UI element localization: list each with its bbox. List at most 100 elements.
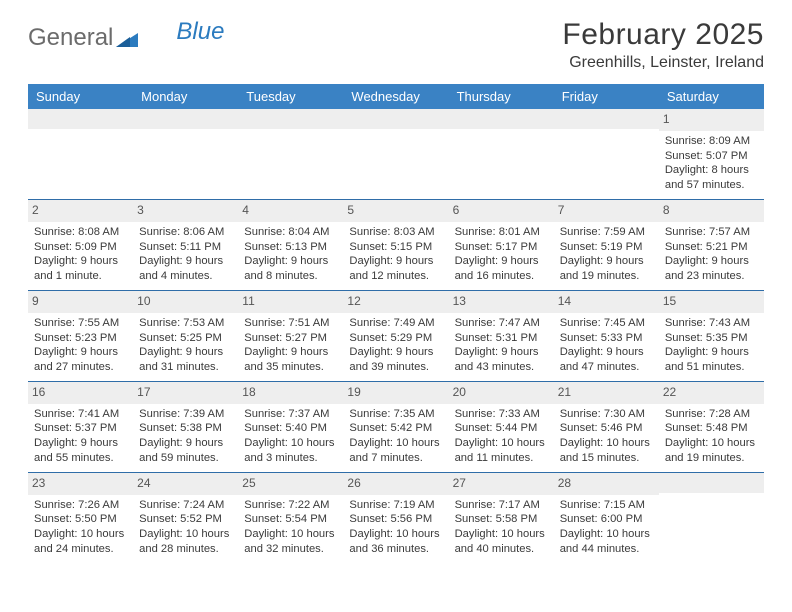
weekday-header: Sunday: [28, 84, 133, 109]
calendar-cell: 25Sunrise: 7:22 AMSunset: 5:54 PMDayligh…: [238, 472, 343, 562]
calendar-cell: 21Sunrise: 7:30 AMSunset: 5:46 PMDayligh…: [554, 381, 659, 472]
calendar-cell: [449, 109, 554, 199]
calendar-cell: 6Sunrise: 8:01 AMSunset: 5:17 PMDaylight…: [449, 199, 554, 290]
day-detail-line: Sunset: 5:58 PM: [455, 512, 548, 527]
day-detail-line: Daylight: 10 hours: [560, 436, 653, 451]
day-number: 3: [133, 200, 238, 222]
day-number: 12: [343, 291, 448, 313]
day-detail-line: Sunrise: 7:51 AM: [244, 316, 337, 331]
day-detail-line: Daylight: 9 hours: [34, 345, 127, 360]
day-detail-line: Sunrise: 7:17 AM: [455, 498, 548, 513]
day-number: 8: [659, 200, 764, 222]
day-detail-line: Sunrise: 8:01 AM: [455, 225, 548, 240]
day-detail-line: Sunrise: 7:39 AM: [139, 407, 232, 422]
day-number: [238, 109, 343, 129]
calendar-cell: [133, 109, 238, 199]
day-detail-line: Sunset: 5:56 PM: [349, 512, 442, 527]
calendar-cell: 11Sunrise: 7:51 AMSunset: 5:27 PMDayligh…: [238, 290, 343, 381]
day-detail-line: Sunrise: 7:24 AM: [139, 498, 232, 513]
calendar-cell: [28, 109, 133, 199]
day-number: 13: [449, 291, 554, 313]
day-detail-line: Sunrise: 7:45 AM: [560, 316, 653, 331]
day-detail-line: Daylight: 10 hours: [244, 436, 337, 451]
day-detail-line: and 8 minutes.: [244, 269, 337, 284]
calendar-cell: 10Sunrise: 7:53 AMSunset: 5:25 PMDayligh…: [133, 290, 238, 381]
logo-word-2: Blue: [176, 18, 224, 46]
day-detail-line: Sunset: 5:21 PM: [665, 240, 758, 255]
day-detail-line: Daylight: 9 hours: [665, 345, 758, 360]
day-detail-line: Daylight: 10 hours: [349, 527, 442, 542]
day-detail-line: Sunset: 5:54 PM: [244, 512, 337, 527]
day-detail-line: Sunset: 5:40 PM: [244, 421, 337, 436]
day-detail-line: Sunrise: 7:55 AM: [34, 316, 127, 331]
calendar-cell: 13Sunrise: 7:47 AMSunset: 5:31 PMDayligh…: [449, 290, 554, 381]
day-detail-line: Daylight: 10 hours: [560, 527, 653, 542]
calendar-cell: 24Sunrise: 7:24 AMSunset: 5:52 PMDayligh…: [133, 472, 238, 562]
calendar-cell: 15Sunrise: 7:43 AMSunset: 5:35 PMDayligh…: [659, 290, 764, 381]
day-detail-line: and 24 minutes.: [34, 542, 127, 557]
day-detail-line: and 23 minutes.: [665, 269, 758, 284]
day-detail-line: Sunset: 5:17 PM: [455, 240, 548, 255]
day-detail-line: Sunrise: 7:47 AM: [455, 316, 548, 331]
page-title: February 2025: [562, 18, 764, 52]
calendar-week-row: 23Sunrise: 7:26 AMSunset: 5:50 PMDayligh…: [28, 472, 764, 562]
calendar-cell: 1Sunrise: 8:09 AMSunset: 5:07 PMDaylight…: [659, 109, 764, 199]
calendar-cell: 8Sunrise: 7:57 AMSunset: 5:21 PMDaylight…: [659, 199, 764, 290]
calendar-cell: 12Sunrise: 7:49 AMSunset: 5:29 PMDayligh…: [343, 290, 448, 381]
day-detail-line: Sunset: 5:09 PM: [34, 240, 127, 255]
day-detail-line: Daylight: 10 hours: [455, 436, 548, 451]
calendar-cell: [238, 109, 343, 199]
day-detail-line: Daylight: 9 hours: [349, 345, 442, 360]
calendar-cell: 17Sunrise: 7:39 AMSunset: 5:38 PMDayligh…: [133, 381, 238, 472]
calendar-cell: 9Sunrise: 7:55 AMSunset: 5:23 PMDaylight…: [28, 290, 133, 381]
day-number: 17: [133, 382, 238, 404]
day-detail-line: and 32 minutes.: [244, 542, 337, 557]
day-detail-line: Daylight: 8 hours: [665, 163, 758, 178]
calendar-week-row: 16Sunrise: 7:41 AMSunset: 5:37 PMDayligh…: [28, 381, 764, 472]
calendar-week-row: 9Sunrise: 7:55 AMSunset: 5:23 PMDaylight…: [28, 290, 764, 381]
day-detail-line: Daylight: 9 hours: [560, 345, 653, 360]
day-detail-line: Sunset: 5:25 PM: [139, 331, 232, 346]
calendar-cell: 7Sunrise: 7:59 AMSunset: 5:19 PMDaylight…: [554, 199, 659, 290]
day-detail-line: Sunset: 5:35 PM: [665, 331, 758, 346]
calendar-cell: [554, 109, 659, 199]
day-number: 15: [659, 291, 764, 313]
day-detail-line: and 47 minutes.: [560, 360, 653, 375]
day-number: 19: [343, 382, 448, 404]
day-detail-line: and 28 minutes.: [139, 542, 232, 557]
day-number: 27: [449, 473, 554, 495]
day-detail-line: Daylight: 9 hours: [665, 254, 758, 269]
day-number: 21: [554, 382, 659, 404]
day-detail-line: and 19 minutes.: [560, 269, 653, 284]
day-detail-line: and 57 minutes.: [665, 178, 758, 193]
logo-word-1: General: [28, 24, 113, 52]
calendar-cell: 26Sunrise: 7:19 AMSunset: 5:56 PMDayligh…: [343, 472, 448, 562]
day-detail-line: Sunset: 5:37 PM: [34, 421, 127, 436]
day-detail-line: Sunrise: 8:09 AM: [665, 134, 758, 149]
day-detail-line: and 15 minutes.: [560, 451, 653, 466]
page-subtitle: Greenhills, Leinster, Ireland: [562, 54, 764, 72]
weekday-header: Saturday: [659, 84, 764, 109]
day-detail-line: and 3 minutes.: [244, 451, 337, 466]
day-detail-line: Daylight: 10 hours: [34, 527, 127, 542]
calendar-cell: 18Sunrise: 7:37 AMSunset: 5:40 PMDayligh…: [238, 381, 343, 472]
day-detail-line: Sunrise: 7:15 AM: [560, 498, 653, 513]
calendar-table: Sunday Monday Tuesday Wednesday Thursday…: [28, 84, 764, 563]
day-detail-line: Daylight: 9 hours: [349, 254, 442, 269]
day-detail-line: Sunrise: 8:08 AM: [34, 225, 127, 240]
day-number: 6: [449, 200, 554, 222]
day-detail-line: and 39 minutes.: [349, 360, 442, 375]
day-number: 2: [28, 200, 133, 222]
day-detail-line: Daylight: 9 hours: [244, 254, 337, 269]
day-number: 26: [343, 473, 448, 495]
day-detail-line: and 4 minutes.: [139, 269, 232, 284]
day-number: 5: [343, 200, 448, 222]
day-detail-line: Sunrise: 7:33 AM: [455, 407, 548, 422]
day-number: [133, 109, 238, 129]
day-detail-line: and 35 minutes.: [244, 360, 337, 375]
header: General Blue February 2025 Greenhills, L…: [28, 18, 764, 72]
day-detail-line: Sunset: 5:48 PM: [665, 421, 758, 436]
day-number: 1: [659, 109, 764, 131]
day-number: 18: [238, 382, 343, 404]
day-number: 25: [238, 473, 343, 495]
